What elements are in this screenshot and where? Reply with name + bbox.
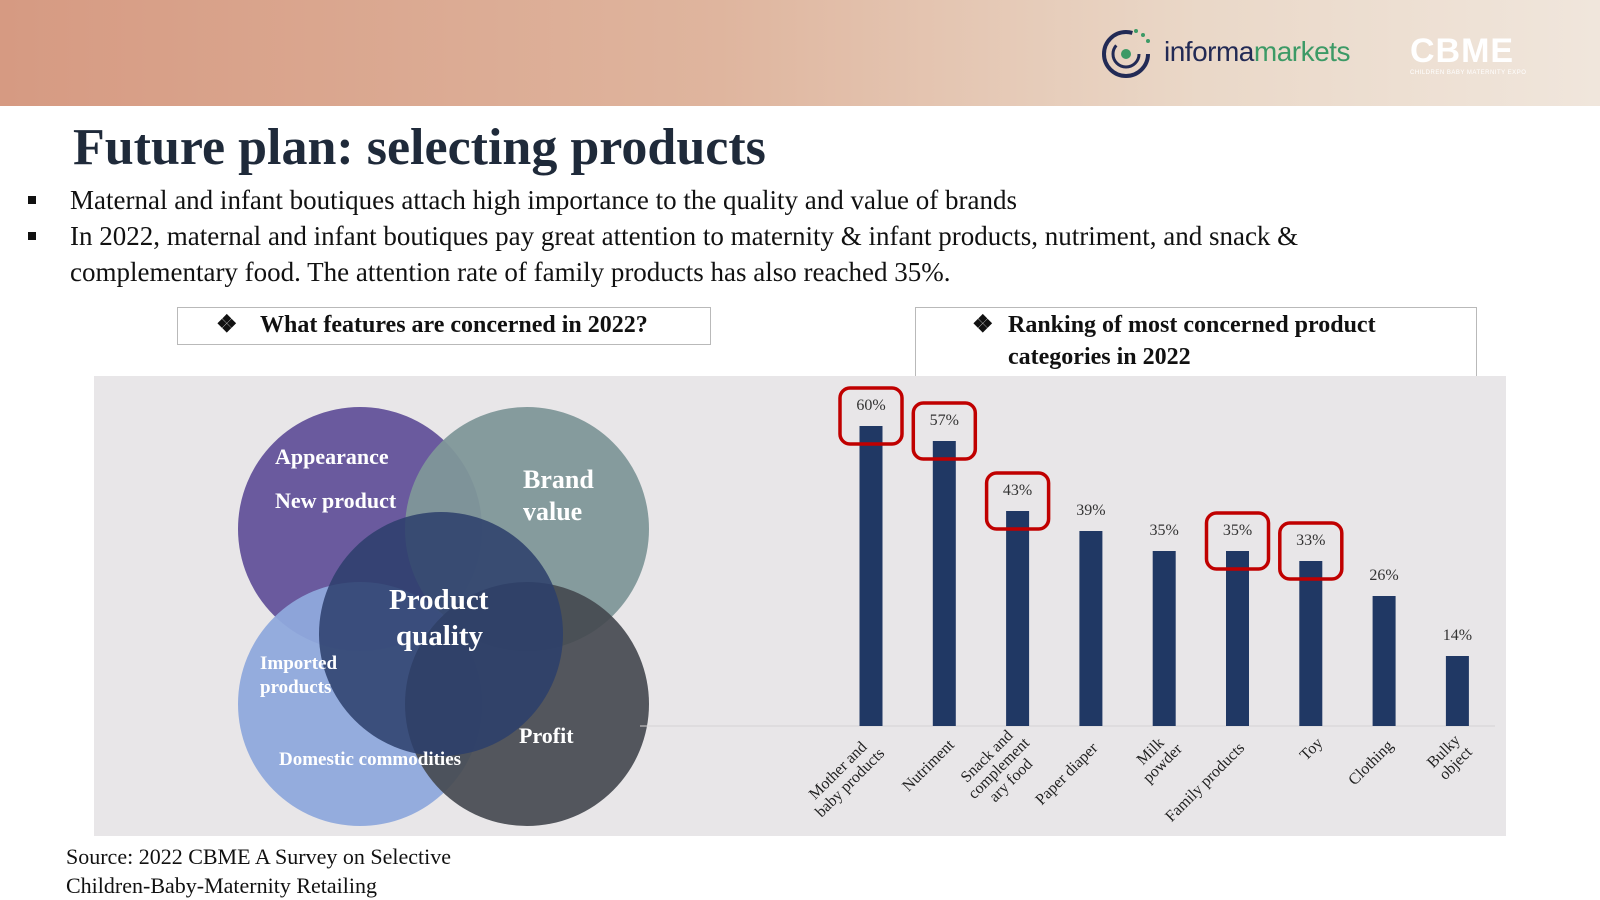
informa-word: informa xyxy=(1164,36,1254,67)
diamond-bullet-icon: ❖ xyxy=(972,312,994,338)
bullet-text: Maternal and infant boutiques attach hig… xyxy=(70,185,1017,215)
venn-label-appearance: Appearance xyxy=(275,444,389,469)
ranking-heading-box: ❖ Ranking of most concerned product cate… xyxy=(915,307,1477,377)
ranking-heading-line2: categories in 2022 xyxy=(1008,344,1191,370)
venn-label-brand-value-1: Brand xyxy=(523,465,594,494)
venn-label-product-quality-1: Product xyxy=(389,584,489,616)
features-venn-diagram: Appearance New product Brand value Produ… xyxy=(94,376,694,836)
bullet-list: Maternal and infant boutiques attach hig… xyxy=(26,182,1426,290)
page-title: Future plan: selecting products xyxy=(73,119,766,176)
venn-label-product-quality-2: quality xyxy=(396,620,484,652)
venn-svg xyxy=(238,407,649,826)
features-heading-box: ❖ What features are concerned in 2022? xyxy=(177,307,711,345)
source-line-2: Children-Baby-Maternity Retailing xyxy=(66,873,377,898)
venn-label-imported-2: products xyxy=(260,677,332,698)
square-bullet-icon xyxy=(28,232,36,240)
ranking-heading-line1: Ranking of most concerned product xyxy=(1008,312,1376,338)
source-line-1: Source: 2022 CBME A Survey on Selective xyxy=(66,844,451,869)
markets-word: markets xyxy=(1253,36,1351,67)
informa-wordmark: informamarkets xyxy=(1164,36,1350,68)
bullet-item: Maternal and infant boutiques attach hig… xyxy=(26,182,1426,218)
informa-logo-icon xyxy=(1102,29,1150,78)
venn-circle-product-quality xyxy=(319,512,563,756)
diamond-bullet-icon: ❖ xyxy=(216,312,238,338)
cbme-subtitle: CHILDREN BABY MATERNITY EXPO xyxy=(1410,70,1527,76)
cbme-wordmark: CBME xyxy=(1410,32,1515,70)
informa-markets-logo: informamarkets xyxy=(1098,24,1368,80)
bullet-item: In 2022, maternal and infant boutiques p… xyxy=(26,218,1370,290)
venn-label-domestic: Domestic commodities xyxy=(279,749,462,770)
square-bullet-icon xyxy=(28,196,36,204)
venn-label-brand-value-2: value xyxy=(523,497,583,526)
venn-label-imported-1: Imported xyxy=(260,653,338,674)
cbme-logo: CBME CHILDREN BABY MATERNITY EXPO xyxy=(1410,34,1540,84)
source-note: Source: 2022 CBME A Survey on Selective … xyxy=(66,842,451,900)
venn-label-profit: Profit xyxy=(519,723,574,748)
venn-label-new-product: New product xyxy=(275,488,397,513)
features-heading: What features are concerned in 2022? xyxy=(260,312,648,338)
header-banner xyxy=(0,0,1600,106)
bullet-text: In 2022, maternal and infant boutiques p… xyxy=(70,221,1299,287)
